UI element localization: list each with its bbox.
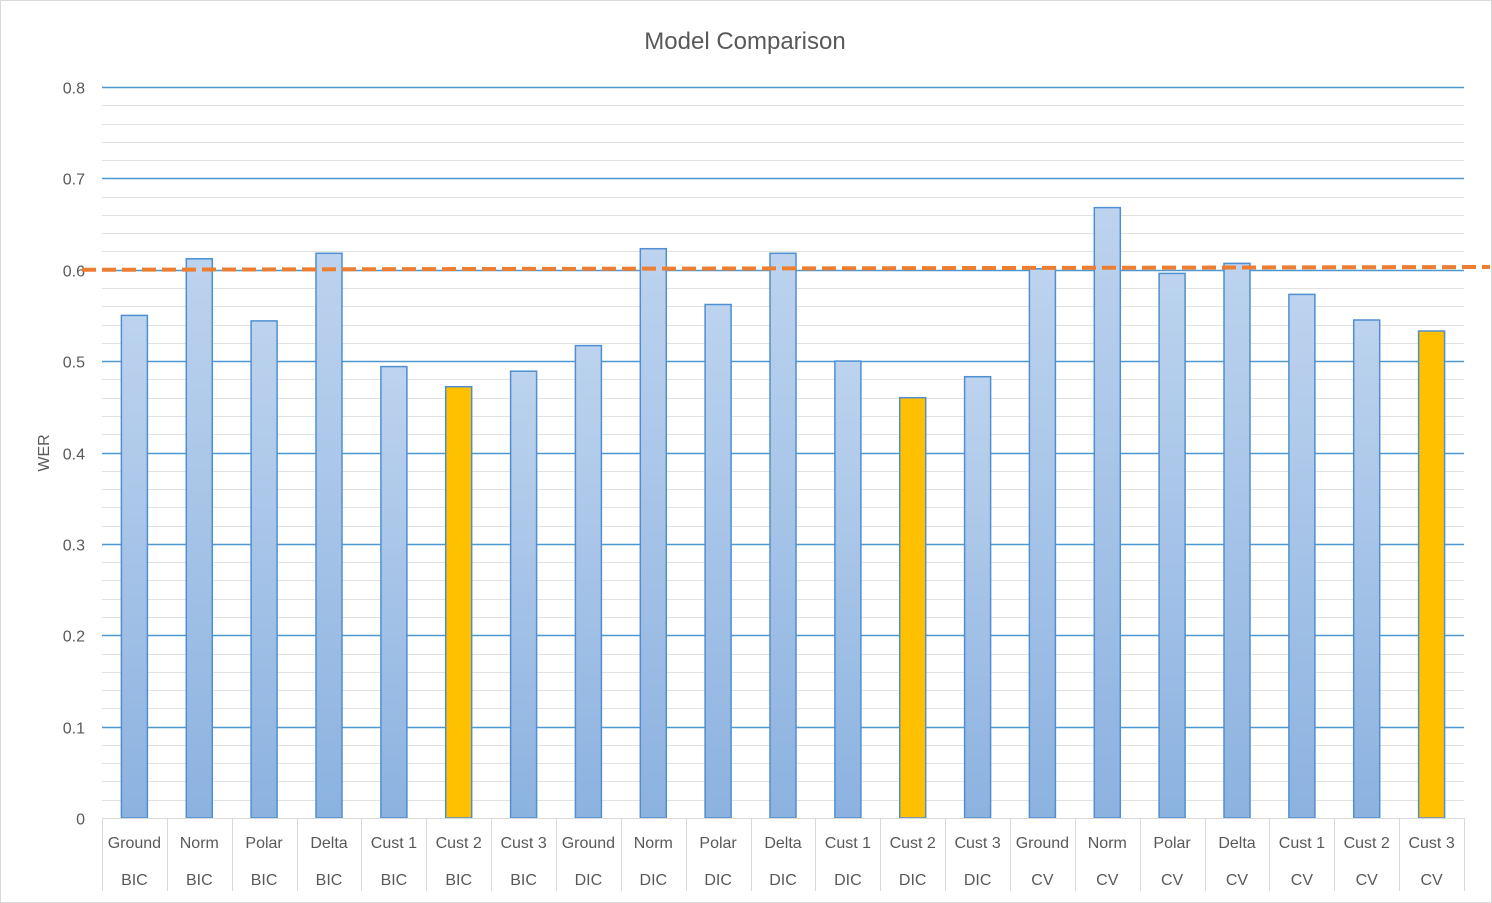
category-label: Polar: [699, 835, 737, 852]
bar: [185, 258, 214, 819]
bar: [574, 344, 603, 819]
category-group-label: BIC: [186, 872, 213, 889]
category-group-label: BIC: [445, 872, 472, 889]
category-group-label: DIC: [964, 872, 992, 889]
category-label: Delta: [310, 835, 347, 852]
bar: [120, 314, 149, 819]
bar: [315, 252, 343, 819]
bars: [120, 206, 1446, 819]
category-label: Cust 1: [371, 835, 417, 852]
bar-highlighted: [444, 385, 473, 819]
bar: [639, 247, 668, 819]
y-tick-label: 0.3: [63, 538, 85, 555]
y-tick-label: 0.6: [63, 264, 85, 281]
category-label: Polar: [1153, 835, 1191, 852]
category-group-label: BIC: [251, 872, 278, 889]
category-label: Norm: [180, 835, 219, 852]
y-tick-label: 0.8: [63, 81, 85, 98]
y-tick-label: 0.7: [63, 172, 85, 189]
category-label: Cust 1: [825, 835, 871, 852]
category-label: Norm: [634, 835, 673, 852]
category-group-label: DIC: [769, 872, 797, 889]
bar: [1352, 319, 1381, 819]
bar: [509, 370, 538, 819]
category-group-label: BIC: [121, 872, 148, 889]
category-label: Cust 3: [500, 835, 546, 852]
bar-highlighted: [1417, 330, 1446, 819]
category-group-label: DIC: [575, 872, 603, 889]
category-group-label: CV: [1420, 872, 1443, 889]
category-label: Ground: [562, 835, 615, 852]
category-labels: Ground BIC Norm BIC Polar BIC Delta BIC Cust 1 BI…: [108, 835, 1455, 889]
category-group-label: CV: [1356, 872, 1379, 889]
y-tick-label: 0.1: [63, 721, 85, 738]
category-group-label: DIC: [834, 872, 862, 889]
y-tick-label: 0.2: [63, 629, 85, 646]
y-tick-label: 0.5: [63, 355, 85, 372]
category-label: Polar: [245, 835, 283, 852]
category-label: Ground: [1016, 835, 1069, 852]
category-group-label: CV: [1031, 872, 1054, 889]
category-group-label: DIC: [899, 872, 927, 889]
bar: [834, 360, 862, 819]
category-label: Cust 3: [1408, 835, 1454, 852]
category-group-label: DIC: [704, 872, 732, 889]
bar: [1028, 268, 1057, 819]
y-tick-label: 0.4: [63, 447, 85, 464]
bar: [963, 375, 992, 819]
y-tick-label: 0: [76, 812, 85, 829]
bar: [769, 252, 797, 819]
category-group-label: BIC: [316, 872, 343, 889]
category-group-label: CV: [1161, 872, 1184, 889]
category-label: Cust 3: [954, 835, 1000, 852]
category-group-label: BIC: [510, 872, 537, 889]
category-label: Cust 2: [1344, 835, 1390, 852]
category-label: Cust 2: [890, 835, 936, 852]
reference-line: [81, 265, 1491, 272]
bar: [380, 365, 408, 819]
y-axis-ticks: 0 0.1 0.2 0.3 0.4 0.5 0.6 0.7 0.8: [63, 81, 85, 829]
category-label: Norm: [1088, 835, 1127, 852]
bar: [1223, 262, 1251, 819]
category-label: Delta: [1218, 835, 1255, 852]
category-group-label: CV: [1291, 872, 1314, 889]
category-label: Cust 1: [1279, 835, 1325, 852]
bar: [704, 303, 732, 819]
category-group-label: CV: [1226, 872, 1249, 889]
bar: [1093, 206, 1122, 819]
category-label: Ground: [108, 835, 161, 852]
bar: [250, 320, 278, 819]
category-group-label: DIC: [640, 872, 668, 889]
bar: [1288, 293, 1316, 819]
category-label: Cust 2: [436, 835, 482, 852]
bar: [1158, 272, 1186, 819]
category-label: Delta: [764, 835, 801, 852]
reference-line-group: [81, 265, 1491, 272]
bar-highlighted: [898, 396, 927, 819]
y-axis-title: WER: [36, 434, 53, 471]
category-axis-grid: [102, 818, 1465, 891]
category-group-label: BIC: [381, 872, 408, 889]
chart-title: Model Comparison: [644, 28, 845, 55]
category-group-label: CV: [1096, 872, 1119, 889]
